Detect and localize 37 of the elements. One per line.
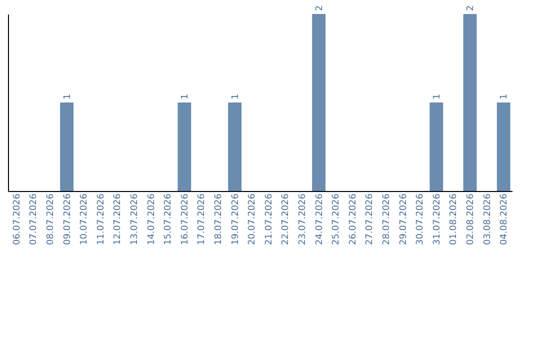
- data-label: 2: [314, 5, 325, 11]
- data-label: 2: [466, 5, 476, 11]
- x-tick-label: 28.07.2026: [382, 193, 392, 246]
- x-tick-label: 25.07.2026: [332, 193, 342, 246]
- x-tick-label: 07.07.2026: [29, 193, 40, 246]
- x-tick-label: 16.07.2026: [180, 193, 190, 246]
- x-tick-label: 26.07.2026: [348, 193, 358, 246]
- x-tick-label: 31.07.2026: [432, 193, 442, 246]
- x-tick-label: 14.07.2026: [146, 193, 157, 246]
- x-tick-label: 01.08.2026: [449, 193, 460, 246]
- x-tick-label: 21.07.2026: [264, 193, 274, 246]
- x-tick-label: 19.07.2026: [230, 193, 241, 246]
- x-tick-label: 03.08.2026: [482, 193, 493, 246]
- x-tick-label: 29.07.2026: [398, 193, 409, 246]
- x-tick-label: 08.07.2026: [46, 193, 56, 246]
- data-label: 1: [500, 94, 510, 100]
- data-label: 1: [180, 94, 190, 100]
- x-tick-label: 12.07.2026: [113, 193, 124, 246]
- x-tick-label: 06.07.2026: [12, 193, 22, 246]
- x-tick-label: 23.07.2026: [298, 193, 308, 246]
- x-tick-label: 17.07.2026: [197, 193, 208, 246]
- x-tick-label: 24.07.2026: [314, 193, 325, 246]
- x-tick-label: 22.07.2026: [281, 193, 292, 246]
- x-tick-label: 18.07.2026: [214, 193, 224, 246]
- data-label: 1: [432, 94, 442, 100]
- x-tick-label: 20.07.2026: [248, 193, 258, 246]
- x-tick-label: 10.07.2026: [80, 193, 90, 246]
- x-tick-label: 11.07.2026: [96, 193, 106, 246]
- data-label: 1: [230, 94, 241, 100]
- x-tick-label: 04.08.2026: [500, 193, 510, 246]
- x-tick-label: 15.07.2026: [164, 193, 174, 246]
- x-tick-label: 13.07.2026: [130, 193, 140, 246]
- data-label: 1: [62, 94, 73, 100]
- x-tick-label: 02.08.2026: [466, 193, 476, 246]
- x-tick-label: 30.07.2026: [416, 193, 426, 246]
- x-tick-label: 27.07.2026: [365, 193, 376, 246]
- x-tick-label: 09.07.2026: [62, 193, 73, 246]
